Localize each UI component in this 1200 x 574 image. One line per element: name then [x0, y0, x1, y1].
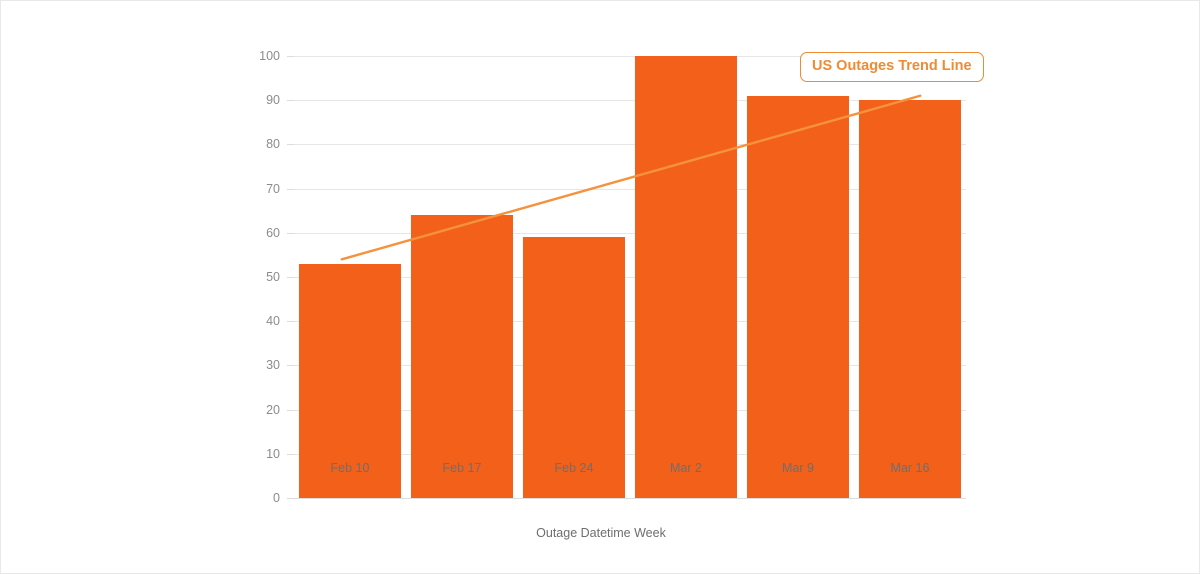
gridline	[294, 321, 966, 323]
y-tick-mark	[287, 188, 294, 190]
x-tick-label: Mar 9	[782, 461, 814, 475]
y-tick-label: 0	[273, 490, 280, 505]
y-tick-label: 80	[266, 137, 280, 152]
x-tick-label: Feb 17	[442, 461, 482, 475]
x-tick-label: Mar 16	[890, 461, 930, 475]
gridline	[294, 498, 966, 499]
y-tick-mark	[287, 453, 294, 455]
bar[interactable]	[859, 100, 961, 498]
y-tick-label: 20	[266, 402, 280, 417]
y-tick-label: 50	[266, 269, 280, 284]
y-tick-label: 100	[259, 48, 280, 63]
gridline	[294, 365, 966, 367]
bar[interactable]	[523, 237, 625, 498]
gridline	[294, 277, 966, 278]
gridline	[294, 409, 966, 411]
y-tick-mark	[287, 321, 294, 323]
trend-line-callout: US Outages Trend Line	[800, 52, 984, 82]
bar[interactable]	[747, 95, 849, 498]
plot-area	[287, 56, 966, 499]
y-tick-label: 60	[266, 225, 280, 240]
y-tick-mark	[287, 56, 294, 57]
y-tick-label: 70	[266, 181, 280, 196]
y-tick-label: 30	[266, 358, 280, 373]
y-tick-label: 10	[266, 446, 280, 461]
y-tick-mark	[287, 365, 294, 367]
gridline	[294, 453, 966, 455]
y-tick-label: 90	[266, 92, 280, 107]
x-tick-label: Feb 10	[330, 461, 370, 475]
bar[interactable]	[635, 56, 737, 498]
gridline	[294, 56, 966, 57]
y-tick-mark	[287, 144, 294, 146]
x-axis-title: Outage Datetime Week	[536, 526, 666, 540]
y-tick-mark	[287, 100, 294, 102]
bar[interactable]	[411, 215, 513, 498]
bar[interactable]	[299, 263, 401, 498]
x-tick-label: Mar 2	[670, 461, 702, 475]
y-tick-mark	[287, 498, 294, 499]
y-tick-label: 40	[266, 313, 280, 328]
y-tick-mark	[287, 409, 294, 411]
x-tick-label: Feb 24	[554, 461, 594, 475]
y-tick-mark	[287, 232, 294, 234]
y-tick-mark	[287, 277, 294, 278]
